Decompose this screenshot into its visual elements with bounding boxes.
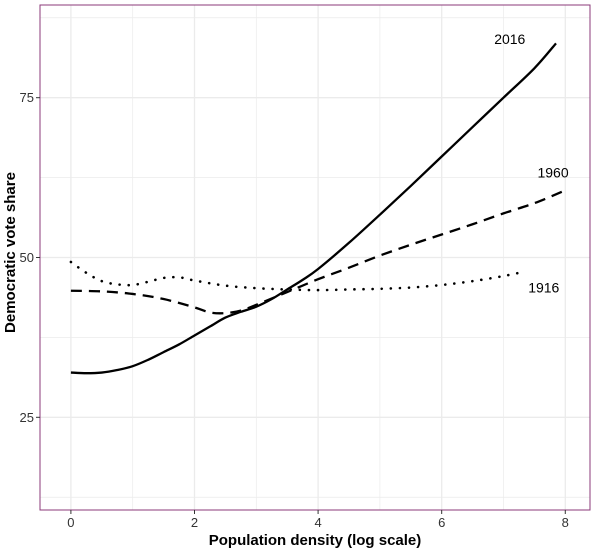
x-axis-title: Population density (log scale) [209,532,422,549]
x-tick-label: 8 [562,515,569,530]
x-tick-label: 2 [191,515,198,530]
series-label-1916: 1916 [528,280,559,296]
series-labels: 2016 1960 1916 [494,31,569,296]
major-gridlines [40,5,590,510]
y-tick-label: 50 [20,250,34,265]
x-axis: 0 2 4 6 8 [67,510,569,530]
x-tick-label: 4 [314,515,321,530]
x-tick-label: 6 [438,515,445,530]
y-tick-label: 75 [20,90,34,105]
series-label-2016: 2016 [494,31,525,47]
x-tick-label: 0 [67,515,74,530]
series-line-1916 [69,260,527,292]
series-lines [69,42,563,375]
y-axis: 25 50 75 [20,90,40,425]
series-line-1960 [70,190,563,315]
y-axis-title: Democratic vote share [2,172,19,333]
y-tick-label: 25 [20,410,34,425]
series-label-1960: 1960 [537,164,568,180]
series-line-2016 [70,42,557,375]
plot-panel: 2016 1960 1916 [39,4,591,511]
